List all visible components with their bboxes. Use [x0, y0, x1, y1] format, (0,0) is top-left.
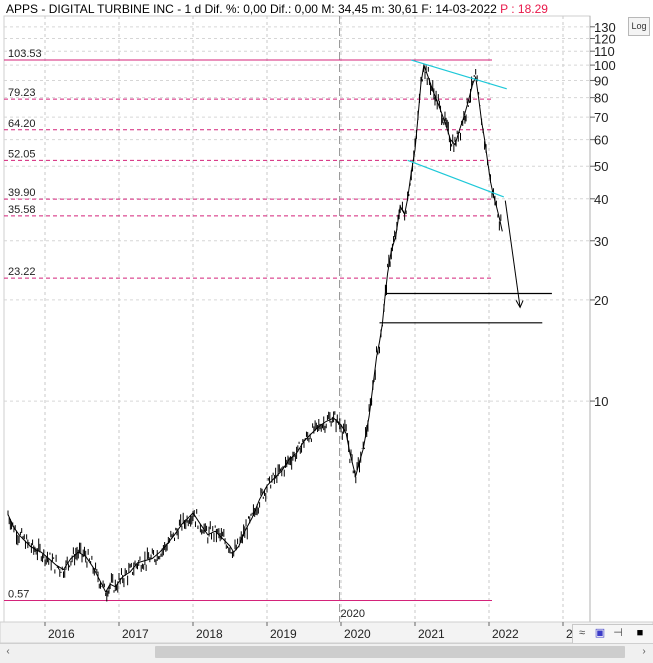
dif-label: Dif.: 0,00: [269, 2, 318, 16]
scroll-left-icon[interactable]: ‹: [6, 646, 10, 657]
y-tick-label: 100: [594, 58, 616, 73]
y-tick-label: 130: [594, 20, 616, 35]
date-label: F: 14-03-2022: [421, 2, 497, 16]
x-tick-label: 2022: [492, 627, 519, 641]
level-label: 23.22: [8, 266, 36, 278]
level-label: 79.23: [8, 87, 36, 99]
pin-icon[interactable]: ⊣: [613, 627, 623, 639]
level-label: 52.05: [8, 148, 36, 160]
scroll-right-icon[interactable]: ›: [642, 646, 646, 657]
y-tick-label: 10: [594, 394, 608, 409]
color-swatch-icon[interactable]: ■: [636, 627, 644, 639]
log-scale-button[interactable]: Log: [628, 17, 650, 36]
timeframe-label: 1 d: [184, 2, 202, 16]
level-label: 0.57: [8, 588, 29, 600]
x-tick-label: 2021: [418, 627, 445, 641]
level-label: 103.53: [8, 48, 42, 60]
trendline: [411, 59, 507, 90]
scroll-thumb[interactable]: [155, 646, 625, 658]
level-label: 35.58: [8, 204, 36, 216]
projection-arrow-head: [515, 300, 524, 309]
x-tick-label: 2016: [48, 627, 75, 641]
max-label: M: 34,45: [321, 2, 369, 16]
x-tick-label: 2020: [344, 627, 371, 641]
y-tick-label: 30: [594, 234, 608, 249]
price-label: P : 18.29: [500, 2, 548, 16]
y-tick-label: 60: [594, 133, 608, 148]
level-label: 39.90: [8, 187, 36, 199]
y-tick-label: 40: [594, 192, 608, 207]
x-tick-label: 2019: [270, 627, 297, 641]
y-tick-label: 120: [594, 31, 616, 46]
wave-icon[interactable]: ≈: [578, 627, 586, 639]
vertical-marker-label: 2020: [341, 608, 365, 620]
y-tick-label: 50: [594, 159, 608, 174]
y-tick-label: 90: [594, 73, 608, 88]
save-icon[interactable]: ▣: [594, 627, 606, 639]
plot-area: [3, 15, 591, 623]
y-tick-label: 80: [594, 91, 608, 106]
price-line: [7, 63, 503, 594]
x-tick-label: 2018: [196, 627, 223, 641]
y-tick-label: 20: [594, 293, 608, 308]
y-tick-label: 70: [594, 110, 608, 125]
dif-pct-label: Dif. %: 0,00: [204, 2, 267, 16]
trendline: [407, 159, 505, 198]
min-label: m: 30,61: [371, 2, 419, 16]
company-label: DIGITAL TURBINE INC: [48, 2, 174, 16]
y-tick-label: 110: [594, 44, 615, 59]
level-label: 64.20: [8, 118, 36, 130]
chart-toolbar: ≈ ▣ ⊣ ■: [572, 624, 653, 644]
x-tick-label: 2017: [122, 627, 149, 641]
x-axis-strip: [0, 621, 653, 644]
projection-arrow: [504, 200, 521, 308]
ticker-label: APPS: [6, 2, 39, 16]
chart-header: APPS - DIGITAL TURBINE INC - 1 d Dif. %:…: [6, 2, 548, 16]
